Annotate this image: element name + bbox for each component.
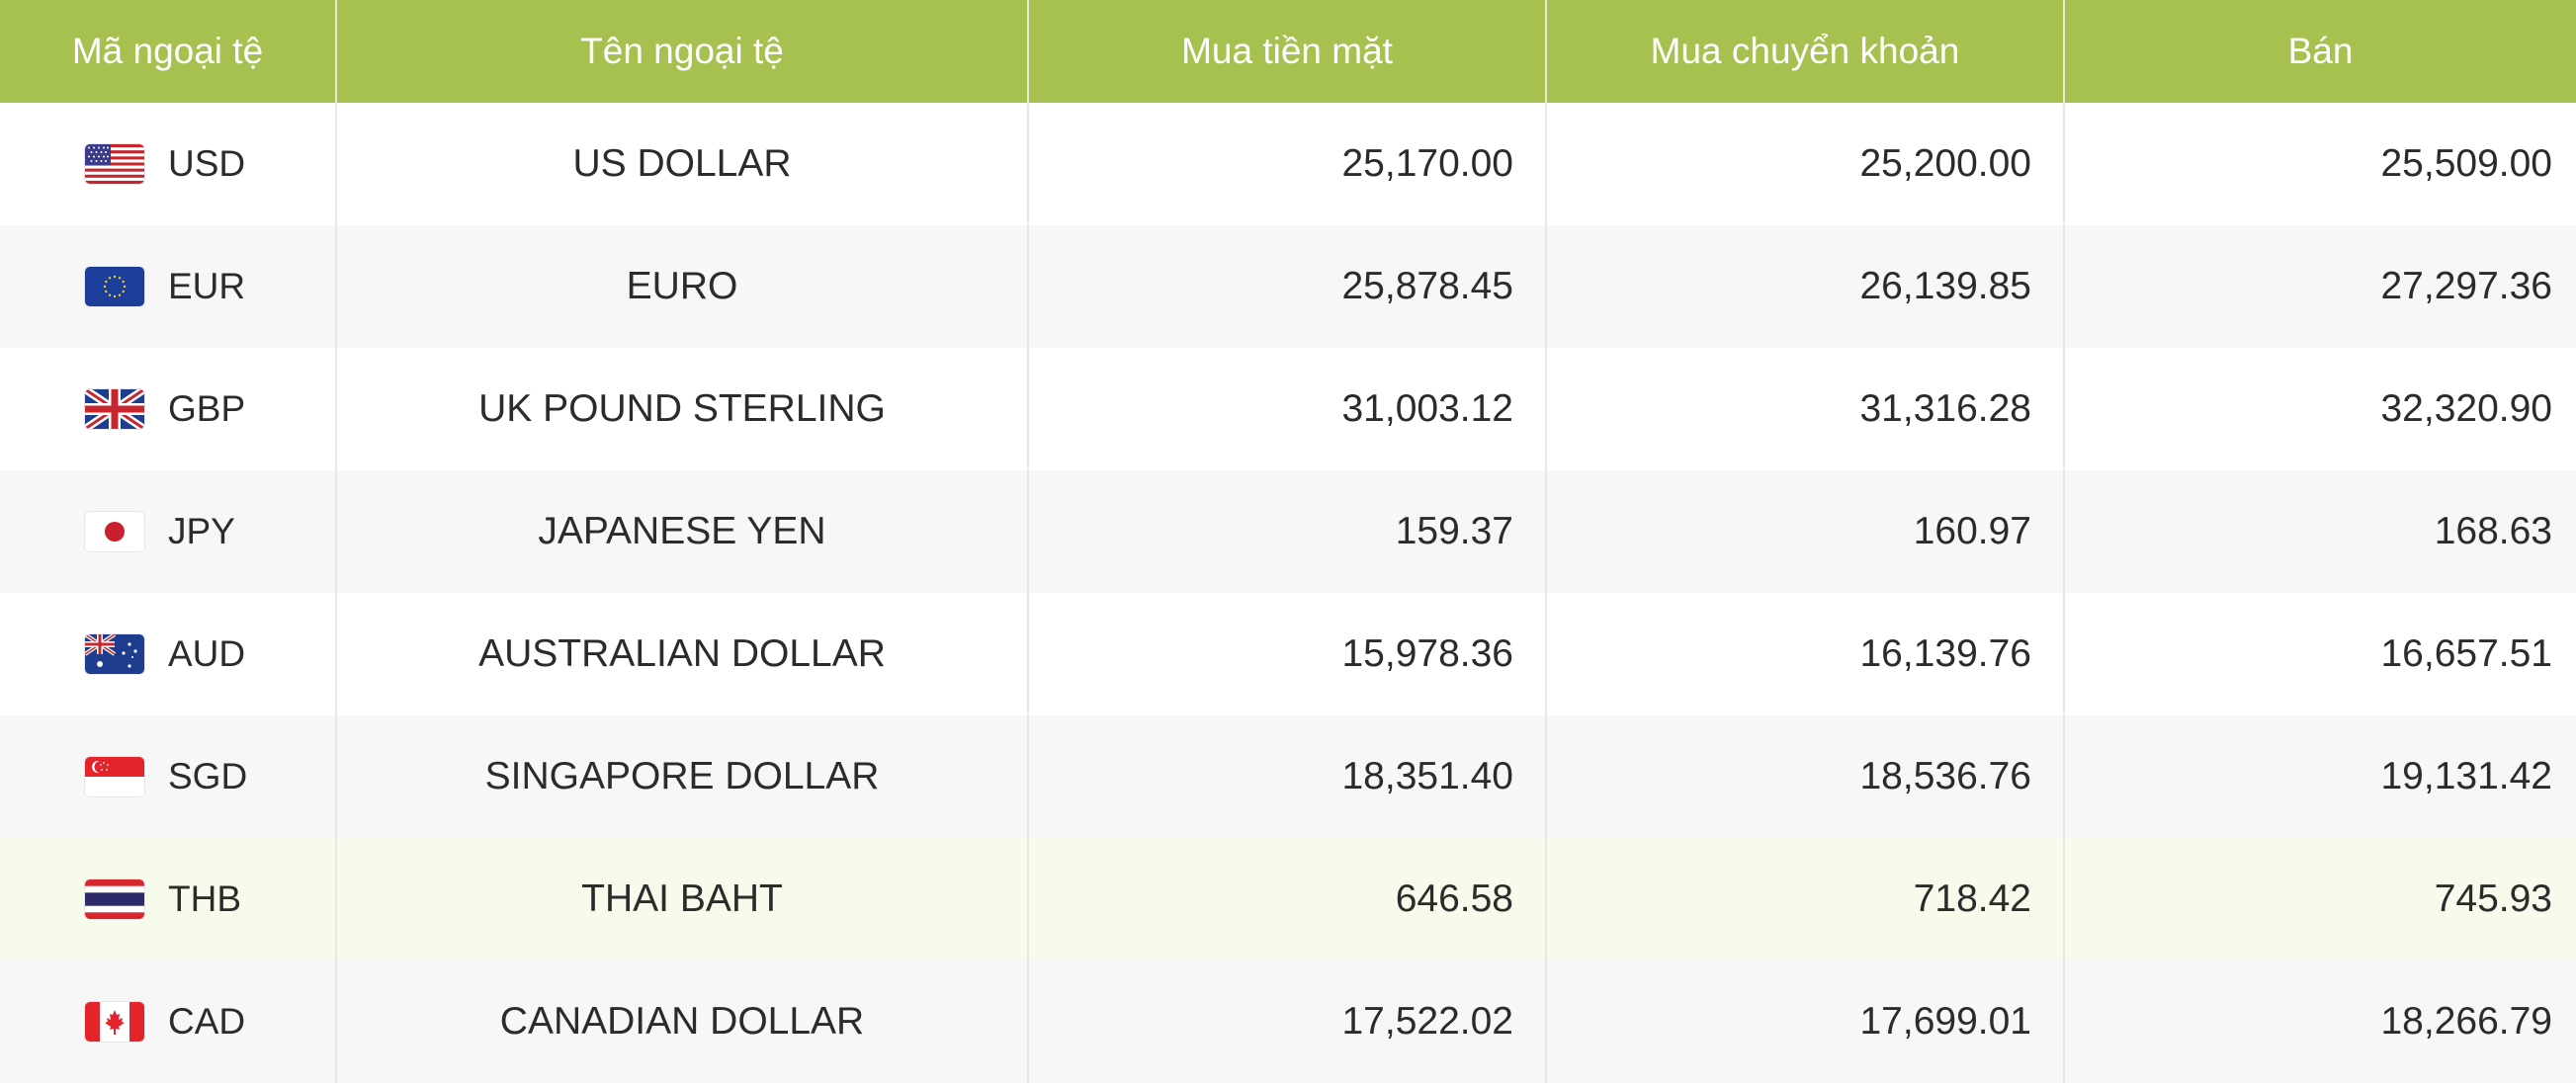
currency-code: SGD (168, 756, 248, 796)
sell-value: 168.63 (2064, 470, 2576, 593)
au-flag-icon (85, 634, 144, 674)
jp-flag-icon (85, 512, 144, 551)
us-flag-icon (85, 144, 144, 184)
uk-flag-icon (85, 389, 144, 429)
currency-name: EURO (336, 225, 1029, 348)
table-row: SGD SINGAPORE DOLLAR 18,351.40 18,536.76… (0, 715, 2576, 838)
currency-name: JAPANESE YEN (336, 470, 1029, 593)
currency-code-cell: THB (0, 838, 337, 961)
table-row: GBP UK POUND STERLING 31,003.12 31,316.2… (0, 348, 2576, 470)
table-row: EUR EURO 25,878.45 26,139.85 27,297.36 (0, 225, 2576, 348)
buy-cash-value: 159.37 (1028, 470, 1547, 593)
currency-code-cell: EUR (0, 225, 337, 348)
currency-code-cell: SGD (0, 715, 337, 838)
table-row: JPY JAPANESE YEN 159.37 160.97 168.63 (0, 470, 2576, 593)
buy-transfer-value: 26,139.85 (1546, 225, 2065, 348)
currency-code-cell: AUD (0, 593, 337, 715)
buy-transfer-value: 160.97 (1546, 470, 2065, 593)
sell-value: 25,509.00 (2064, 103, 2576, 225)
table-row: THB THAI BAHT 646.58 718.42 745.93 (0, 838, 2576, 961)
currency-code: JPY (168, 511, 235, 551)
sell-value: 18,266.79 (2064, 961, 2576, 1083)
buy-cash-value: 17,522.02 (1028, 961, 1547, 1083)
table-row: AUD AUSTRALIAN DOLLAR 15,978.36 16,139.7… (0, 593, 2576, 715)
buy-transfer-value: 18,536.76 (1546, 715, 2065, 838)
buy-transfer-value: 718.42 (1546, 838, 2065, 961)
currency-name: THAI BAHT (336, 838, 1029, 961)
currency-name: UK POUND STERLING (336, 348, 1029, 470)
header-sell: Bán (2064, 0, 2576, 103)
ca-flag-icon (85, 1002, 144, 1042)
currency-code: CAD (168, 1001, 246, 1042)
currency-code: GBP (168, 388, 246, 429)
buy-cash-value: 25,170.00 (1028, 103, 1547, 225)
buy-transfer-value: 25,200.00 (1546, 103, 2065, 225)
buy-cash-value: 15,978.36 (1028, 593, 1547, 715)
buy-transfer-value: 16,139.76 (1546, 593, 2065, 715)
sell-value: 27,297.36 (2064, 225, 2576, 348)
currency-code: AUD (168, 633, 246, 674)
currency-code-cell: JPY (0, 470, 337, 593)
header-currency-name: Tên ngoại tệ (336, 0, 1029, 103)
currency-code: EUR (168, 266, 246, 306)
currency-name: CANADIAN DOLLAR (336, 961, 1029, 1083)
table-row: CAD CANADIAN DOLLAR 17,522.02 17,699.01 … (0, 961, 2576, 1083)
buy-transfer-value: 31,316.28 (1546, 348, 2065, 470)
eu-flag-icon (85, 267, 144, 306)
header-buy-cash: Mua tiền mặt (1028, 0, 1547, 103)
sell-value: 745.93 (2064, 838, 2576, 961)
currency-code-cell: CAD (0, 961, 337, 1083)
sell-value: 32,320.90 (2064, 348, 2576, 470)
currency-code-cell: GBP (0, 348, 337, 470)
table-row: USD US DOLLAR 25,170.00 25,200.00 25,509… (0, 103, 2576, 225)
currency-code: THB (168, 878, 241, 919)
buy-cash-value: 25,878.45 (1028, 225, 1547, 348)
currency-name: US DOLLAR (336, 103, 1029, 225)
sell-value: 16,657.51 (2064, 593, 2576, 715)
sell-value: 19,131.42 (2064, 715, 2576, 838)
buy-cash-value: 31,003.12 (1028, 348, 1547, 470)
buy-cash-value: 18,351.40 (1028, 715, 1547, 838)
header-buy-transfer: Mua chuyển khoản (1546, 0, 2065, 103)
header-currency-code: Mã ngoại tệ (0, 0, 337, 103)
currency-code: USD (168, 143, 246, 184)
currency-name: SINGAPORE DOLLAR (336, 715, 1029, 838)
currency-code-cell: USD (0, 103, 337, 225)
th-flag-icon (85, 879, 144, 919)
sg-flag-icon (85, 757, 144, 796)
table-header-row: Mã ngoại tệ Tên ngoại tệ Mua tiền mặt Mu… (0, 0, 2576, 103)
currency-name: AUSTRALIAN DOLLAR (336, 593, 1029, 715)
buy-cash-value: 646.58 (1028, 838, 1547, 961)
buy-transfer-value: 17,699.01 (1546, 961, 2065, 1083)
